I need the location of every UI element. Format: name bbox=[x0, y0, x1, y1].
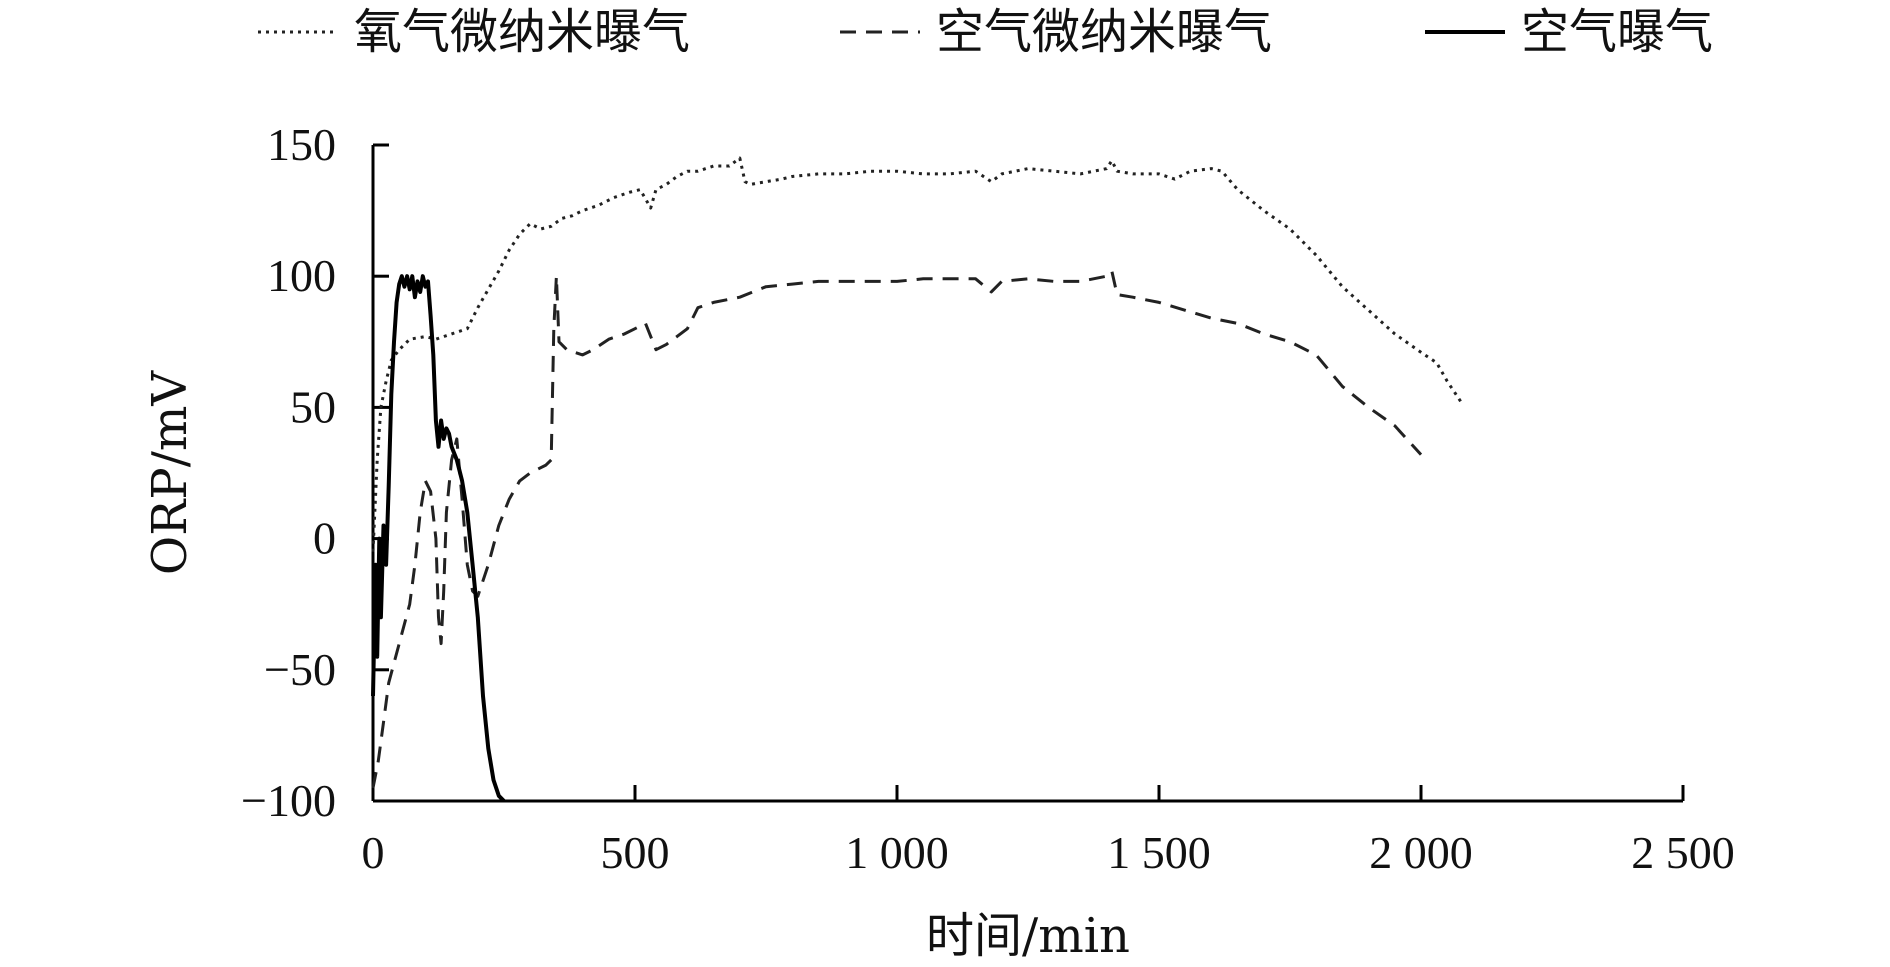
x-ticks: 0 500 1 000 1 500 2 000 2 500 bbox=[362, 785, 1735, 878]
x-axis-title: 时间/min bbox=[926, 908, 1130, 964]
y-tick-label: 150 bbox=[267, 119, 336, 170]
x-tick-label: 1 500 bbox=[1107, 827, 1211, 878]
y-axis-title: ORP/mV bbox=[142, 370, 198, 575]
x-tick-label: 500 bbox=[601, 827, 670, 878]
series-line-3 bbox=[371, 274, 506, 803]
series-line-2 bbox=[371, 269, 1423, 789]
legend-label-2: 空气微纳米曝气 bbox=[936, 4, 1272, 60]
x-tick-label: 1 000 bbox=[845, 827, 949, 878]
series-lines bbox=[371, 156, 1465, 803]
y-tick-label: −50 bbox=[264, 644, 336, 695]
y-ticks: −100 −50 0 50 100 150 bbox=[241, 119, 389, 826]
x-tick-label: 2 000 bbox=[1369, 827, 1473, 878]
x-tick-label: 2 500 bbox=[1631, 827, 1735, 878]
y-tick-label: 100 bbox=[267, 250, 336, 301]
y-tick-label: 0 bbox=[313, 513, 336, 564]
legend: 氧气微纳米曝气 空气微纳米曝气 空气曝气 bbox=[258, 4, 1713, 60]
y-tick-label: −100 bbox=[241, 775, 336, 826]
legend-label-3: 空气曝气 bbox=[1521, 4, 1713, 60]
series-line-1 bbox=[371, 156, 1465, 552]
x-tick-label: 0 bbox=[362, 827, 385, 878]
y-tick-label: 50 bbox=[290, 381, 336, 432]
legend-label-1: 氧气微纳米曝气 bbox=[354, 4, 690, 60]
axes: −100 −50 0 50 100 150 0 500 1 000 1 500 2 000 2 50… bbox=[241, 119, 1735, 878]
